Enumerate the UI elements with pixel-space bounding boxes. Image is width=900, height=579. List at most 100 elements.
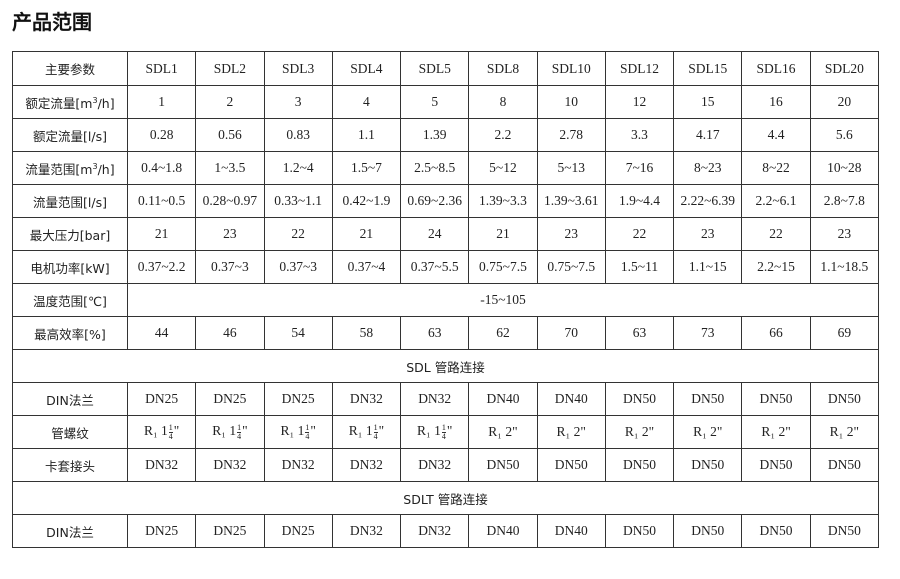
table-cell: 44 <box>126 316 197 350</box>
table-cell: DN50 <box>809 382 880 416</box>
table-cell: 7~16 <box>604 151 675 185</box>
thread-size: 2 <box>505 424 513 439</box>
table-cell: 73 <box>673 316 743 350</box>
thread-prefix: R₁ <box>212 423 226 439</box>
table-cell: 0.75~7.5 <box>468 250 538 284</box>
label-superscript: 3 <box>92 161 98 171</box>
thread-prefix: R₁ <box>556 424 571 439</box>
thread-prefix: R₁ <box>280 423 295 439</box>
product-range-table: 主要参数 SDL1 SDL2 SDL3 SDL4 SDL5 SDL8 SDL10 SDL12 SD… <box>12 51 880 548</box>
column-header: SDL3 <box>263 51 333 86</box>
inch-mark: " <box>446 423 453 439</box>
table-cell: DN32 <box>126 448 197 482</box>
table-cell: 22 <box>263 217 333 251</box>
table-cell: 23 <box>809 217 880 251</box>
section-row: SDL 管路连接 <box>12 349 879 383</box>
row-label: 电机功率[kW] <box>12 250 128 284</box>
thread-cell: R₁ 1 1 4 " <box>263 415 333 449</box>
table-cell: 1.9~4.4 <box>604 184 675 218</box>
column-header: SDL2 <box>195 51 265 86</box>
table-cell: 3.3 <box>604 118 675 152</box>
label-text: /h] <box>97 95 115 111</box>
table-cell: 4.17 <box>673 118 743 152</box>
merged-cell: -15~105 <box>127 283 879 317</box>
inch-mark: " <box>378 423 385 439</box>
table-cell: DN25 <box>126 514 197 548</box>
inch-mark: " <box>785 424 791 439</box>
table-cell: DN50 <box>604 514 675 548</box>
table-cell: 1.1~15 <box>673 250 743 284</box>
table-cell: 8~23 <box>673 151 743 185</box>
thread-cell: R₁ 2" <box>741 415 811 449</box>
column-header: SDL5 <box>400 51 470 86</box>
table-cell: 12 <box>604 85 675 119</box>
numerator: 1 <box>441 422 446 433</box>
thread-cell: R₁ 1 1 4 " <box>331 415 402 449</box>
inch-mark: " <box>580 424 586 439</box>
table-cell: 5~13 <box>536 151 606 185</box>
table-cell: 10 <box>536 85 606 119</box>
table-row: DIN法兰 DN25 DN25 DN25 DN32 DN32 DN40 DN40 DN50 DN5… <box>12 382 880 416</box>
denominator: 4 <box>168 431 173 441</box>
table-cell: 5 <box>400 85 470 119</box>
table-row: 额定流量[l/s] 0.28 0.56 0.83 1.1 1.39 2.2 2.78 3.3 4.… <box>12 118 880 152</box>
denominator: 4 <box>305 431 310 441</box>
table-cell: DN32 <box>195 448 265 482</box>
table-cell: 1.39~3.3 <box>468 184 538 218</box>
table-cell: DN50 <box>741 382 811 416</box>
table-row: 最高效率[%] 44 46 54 58 63 62 70 63 73 66 69 <box>12 316 880 350</box>
table-cell: 15 <box>673 85 743 119</box>
table-cell: DN50 <box>673 514 743 548</box>
table-cell: 1~3.5 <box>195 151 265 185</box>
table-cell: DN25 <box>263 382 333 416</box>
table-cell: 2.2 <box>468 118 538 152</box>
table-cell: 1 <box>126 85 197 119</box>
row-label: 流量范围[m3/h] <box>12 151 128 185</box>
table-row: 流量范围[m3/h] 0.4~1.8 1~3.5 1.2~4 1.5~7 2.5~8.5 5… <box>12 151 880 185</box>
table-cell: 0.42~1.9 <box>331 184 402 218</box>
table-cell: DN32 <box>331 514 402 548</box>
table-cell: 2.8~7.8 <box>809 184 880 218</box>
table-cell: DN50 <box>468 448 538 482</box>
table-cell: 2.78 <box>536 118 606 152</box>
table-cell: 0.37~4 <box>331 250 402 284</box>
table-cell: 0.11~0.5 <box>126 184 197 218</box>
table-cell: 63 <box>400 316 470 350</box>
thread-size: 1 <box>365 423 373 439</box>
table-cell: 21 <box>126 217 197 251</box>
table-cell: 8~22 <box>741 151 811 185</box>
table-cell: DN50 <box>741 514 811 548</box>
table-cell: 4 <box>331 85 402 119</box>
table-cell: 4.4 <box>741 118 811 152</box>
table-cell: 1.1~18.5 <box>809 250 880 284</box>
column-header: SDL20 <box>809 51 880 86</box>
table-cell: 46 <box>195 316 265 350</box>
column-header: SDL16 <box>741 51 811 86</box>
table-cell: 66 <box>741 316 811 350</box>
thread-prefix: R₁ <box>348 423 363 439</box>
table-row: 流量范围[l/s] 0.11~0.5 0.28~0.97 0.33~1.1 0.42~1… <box>12 184 880 218</box>
thread-size: 2 <box>778 424 786 439</box>
table-cell: 70 <box>536 316 606 350</box>
table-cell: 0.28 <box>126 118 197 152</box>
table-cell: 0.56 <box>195 118 265 152</box>
table-row: 温度范围[℃] -15~105 <box>12 283 879 317</box>
row-label: 最高效率[%] <box>12 316 128 350</box>
table-cell: 8 <box>468 85 538 119</box>
thread-cell: R₁ 2" <box>809 415 880 449</box>
table-cell: DN32 <box>400 382 470 416</box>
table-cell: 0.69~2.36 <box>400 184 470 218</box>
table-row: 管螺纹 R₁ 1 1 4 " R₁ 1 1 4 " R₁ 1 1 4 " R₁ 1 1 4 " R₁ 1 1 4 " R₁… <box>12 415 880 449</box>
section-title: SDL 管路连接 <box>12 349 879 383</box>
table-cell: DN50 <box>536 448 606 482</box>
table-cell: 1.1 <box>331 118 402 152</box>
inch-mark: " <box>853 424 859 439</box>
table-cell: 1.5~11 <box>604 250 675 284</box>
thread-cell: R₁ 2" <box>536 415 606 449</box>
table-cell: 0.28~0.97 <box>195 184 265 218</box>
table-cell: 0.75~7.5 <box>536 250 606 284</box>
numerator: 1 <box>305 422 310 433</box>
table-cell: 22 <box>604 217 675 251</box>
